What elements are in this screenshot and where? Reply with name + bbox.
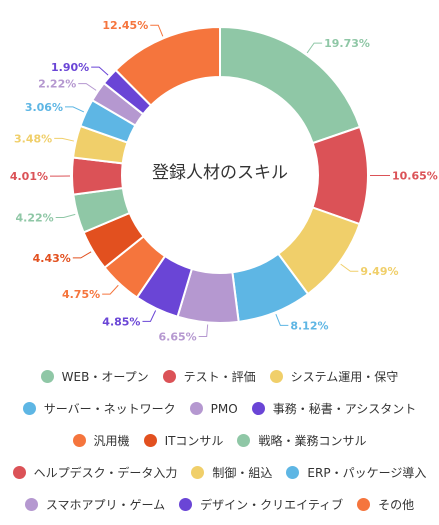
- leader-line-8: [55, 213, 76, 219]
- legend-item-2[interactable]: システム運用・保守: [269, 368, 399, 385]
- slice-label-6: 4.75%: [62, 288, 100, 301]
- legend-swatch: [286, 466, 300, 479]
- leader-line-2: [340, 263, 359, 272]
- legend-row: WEB・オープン テスト・評価 システム運用・保守: [0, 368, 439, 385]
- slice-label-13: 1.90%: [51, 61, 89, 74]
- legend-label: 汎用機: [93, 434, 130, 448]
- legend-label: ヘルプデスク・データ入力: [33, 466, 178, 480]
- legend-item-6[interactable]: 汎用機: [72, 432, 130, 449]
- legend-row: ヘルプデスク・データ入力 制御・組込 ERP・パッケージ導入: [0, 464, 439, 481]
- legend-item-14[interactable]: その他: [357, 496, 414, 513]
- legend-swatch: [179, 498, 193, 511]
- leader-line-12: [78, 83, 97, 91]
- leader-line-5: [142, 310, 157, 322]
- legend-swatch: [269, 370, 283, 383]
- slice-label-12: 2.22%: [38, 78, 76, 91]
- legend-label: ITコンサル: [164, 434, 224, 448]
- legend-label: PMO: [210, 401, 238, 416]
- legend-label: システム運用・保守: [290, 370, 399, 384]
- leader-line-10: [54, 137, 75, 142]
- legend-item-3[interactable]: サーバー・ネットワーク: [22, 400, 176, 417]
- slice-label-9: 4.01%: [10, 170, 48, 183]
- legend-item-1[interactable]: テスト・評価: [162, 368, 256, 385]
- legend-row: スマホアプリ・ゲーム デザイン・クリエイティブ その他: [0, 496, 439, 513]
- slice-label-4: 6.65%: [159, 330, 197, 343]
- legend-swatch: [162, 370, 176, 383]
- leader-line-11: [64, 106, 85, 113]
- legend-item-9[interactable]: ヘルプデスク・データ入力: [12, 464, 178, 481]
- legend-item-10[interactable]: 制御・組込: [191, 464, 272, 481]
- legend-item-5[interactable]: 事務・秘書・アシスタント: [251, 400, 417, 417]
- legend-item-13[interactable]: デザイン・クリエイティブ: [179, 496, 343, 513]
- leader-line-4: [198, 324, 209, 337]
- slice-label-10: 3.48%: [14, 132, 52, 145]
- legend-row: 汎用機 ITコンサル 戦略・業務コンサル: [0, 432, 439, 449]
- legend-label: WEB・オープン: [61, 370, 149, 384]
- leader-line-6: [102, 284, 119, 295]
- slice-label-2: 9.49%: [360, 265, 398, 278]
- chart-title: 登録人材のスキル: [152, 163, 288, 183]
- legend-swatch: [72, 434, 86, 447]
- legend-swatch: [143, 434, 157, 447]
- legend-swatch: [189, 402, 203, 415]
- legend-label: スマホアプリ・ゲーム: [45, 498, 166, 512]
- legend-label: ERP・パッケージ導入: [307, 466, 427, 480]
- legend-label: その他: [378, 498, 415, 512]
- legend-swatch: [22, 402, 36, 415]
- legend-item-4[interactable]: PMO: [189, 401, 238, 416]
- slice-label-0: 19.73%: [324, 37, 370, 50]
- legend-swatch: [40, 370, 54, 383]
- legend-label: 戦略・業務コンサル: [258, 434, 367, 448]
- legend-swatch: [237, 434, 251, 447]
- leader-line-7: [72, 251, 92, 259]
- legend-label: デザイン・クリエイティブ: [200, 498, 344, 512]
- legend-item-12[interactable]: スマホアプリ・ゲーム: [24, 496, 166, 513]
- slice-label-8: 4.22%: [16, 212, 54, 225]
- slice-label-14: 12.45%: [102, 19, 148, 32]
- legend-row: サーバー・ネットワーク PMO 事務・秘書・アシスタント: [0, 400, 439, 417]
- donut-chart: 19.73% 10.65% 9.49% 8.12% 6.65% 4.85% 4.75% 4.4…: [10, 19, 438, 343]
- legend-swatch: [24, 498, 38, 511]
- legend-item-8[interactable]: 戦略・業務コンサル: [237, 432, 366, 449]
- legend-item-7[interactable]: ITコンサル: [143, 432, 224, 449]
- slice-label-1: 10.65%: [392, 170, 438, 183]
- legend-swatch: [251, 402, 265, 415]
- slice-label-3: 8.12%: [290, 319, 328, 332]
- leader-line-14: [150, 24, 164, 37]
- legend-swatch: [191, 466, 205, 479]
- leader-line-3: [275, 314, 289, 326]
- legend-label: テスト・評価: [183, 370, 256, 384]
- leader-line-0: [306, 42, 323, 54]
- legend-label: 制御・組込: [212, 466, 273, 480]
- legend-swatch: [357, 498, 371, 511]
- legend-label: 事務・秘書・アシスタント: [272, 402, 417, 416]
- slice-label-11: 3.06%: [25, 101, 63, 114]
- leader-line-13: [91, 66, 109, 76]
- pie-slice-14[interactable]: [114, 25, 221, 107]
- legend-item-0[interactable]: WEB・オープン: [40, 368, 149, 385]
- slice-label-7: 4.43%: [33, 252, 71, 265]
- legend-item-11[interactable]: ERP・パッケージ導入: [286, 464, 426, 481]
- legend-swatch: [12, 466, 26, 479]
- legend-label: サーバー・ネットワーク: [43, 402, 176, 416]
- slice-label-5: 4.85%: [102, 315, 140, 328]
